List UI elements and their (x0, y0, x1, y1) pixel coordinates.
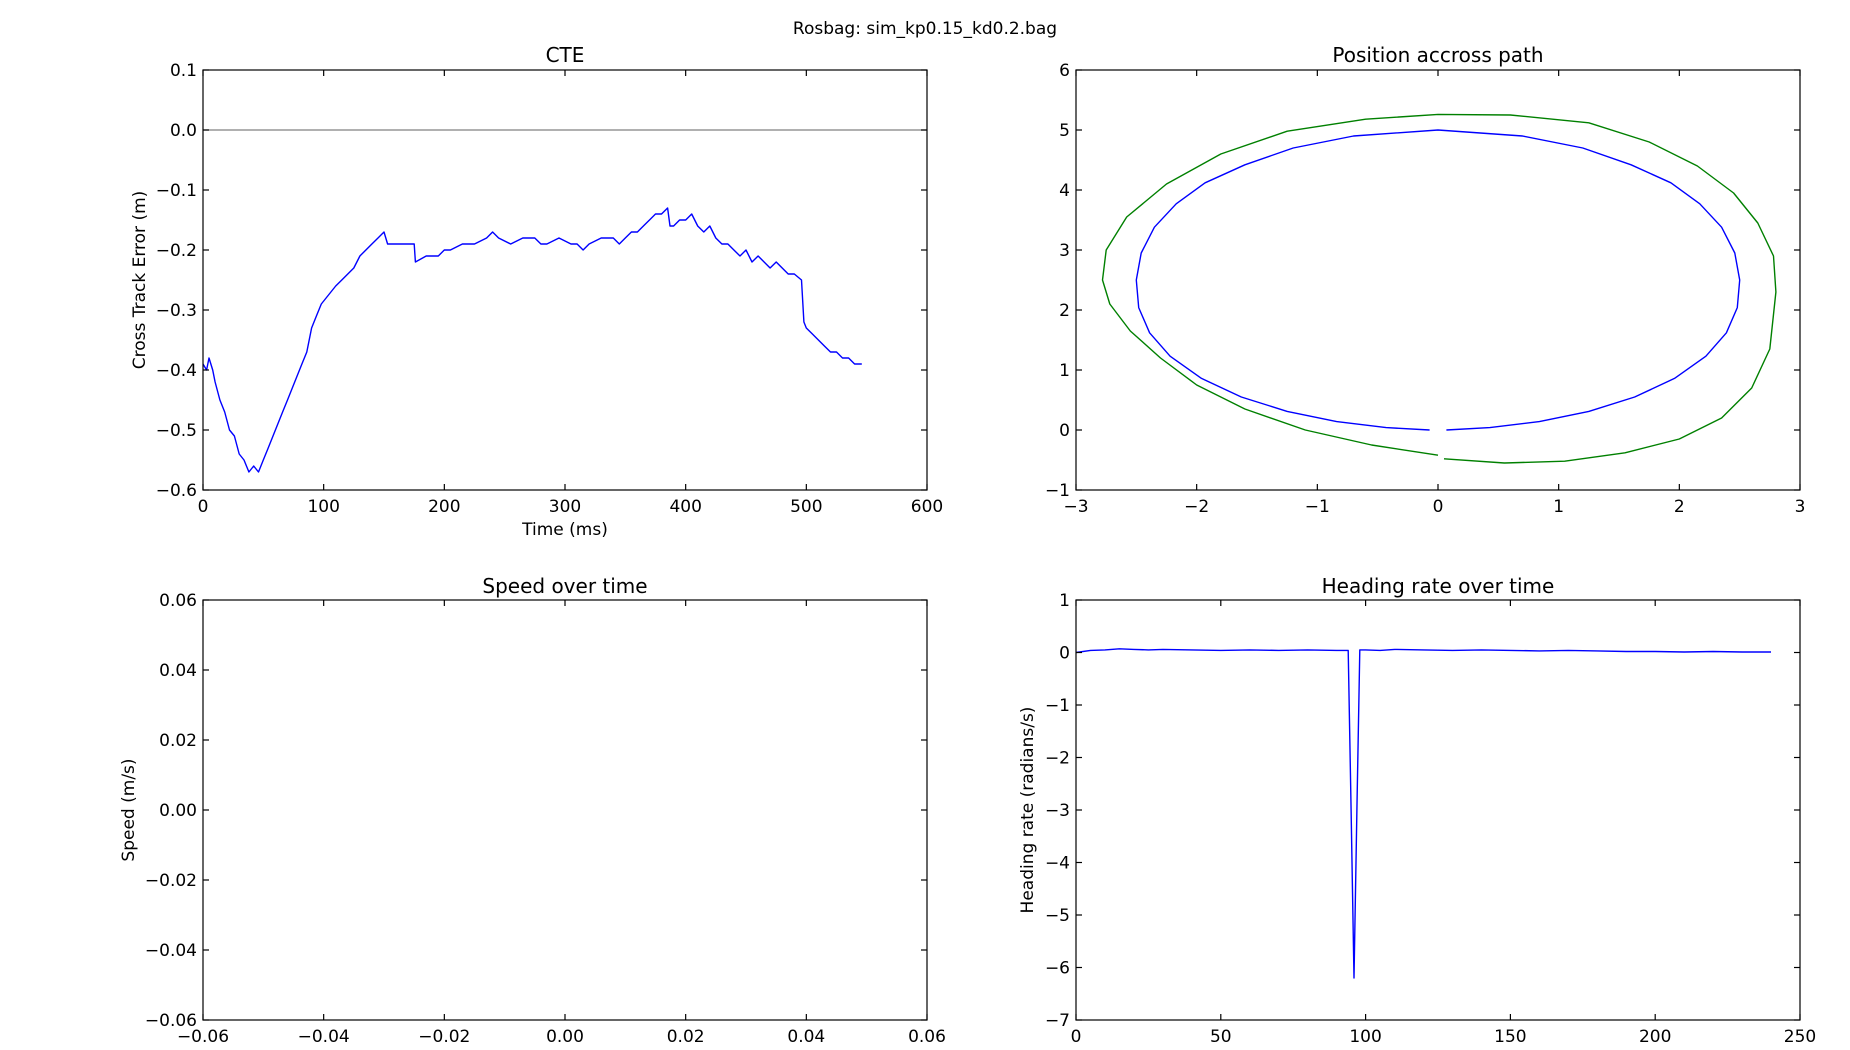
position-ytick-label: 4 (1059, 181, 1070, 201)
cte-ytick-label: −0.6 (156, 481, 197, 501)
cte-xtick-label: 400 (669, 497, 701, 517)
speed-xtick-label: 0.06 (908, 1027, 946, 1047)
speed-panel: Speed over time −0.06 −0.04 −0.02 0.00 0.02 0… (119, 574, 946, 1047)
heading-xtick-label: 50 (1210, 1027, 1232, 1047)
speed-ylabel: Speed (m/s) (119, 758, 139, 861)
speed-xtick-label: −0.06 (177, 1027, 229, 1047)
cte-ytick-label: 0.0 (170, 121, 197, 141)
heading-ytick-label: −6 (1045, 959, 1070, 979)
speed-title: Speed over time (482, 574, 647, 598)
heading-ytick-label: −2 (1045, 749, 1070, 769)
heading-panel: Heading rate over time 0 50 100 150 200 25010… (1018, 574, 1816, 1047)
speed-xtick-label: 0.02 (667, 1027, 705, 1047)
speed-ytick-label: 0.06 (159, 591, 197, 611)
position-ytick-label: −1 (1045, 481, 1070, 501)
cte-line-layer (202, 129, 927, 473)
heading-ticks: 0 50 100 150 200 250 1 0 −1 −2 −3 −4 −5 −6 −7 (1045, 591, 1816, 1047)
heading-xtick-label: 150 (1494, 1027, 1526, 1047)
cte-ytick-label: −0.3 (156, 301, 197, 321)
cte-series-line-0 (202, 207, 862, 473)
position-panel: Position accross path −3 −2 −1 0 1 2 36543210−… (1045, 43, 1805, 517)
heading-ylabel: Heading rate (radians/s) (1018, 707, 1038, 914)
cte-title: CTE (546, 43, 585, 67)
position-axes-frame (1075, 69, 1801, 491)
cte-ylabel: Cross Track Error (m) (130, 191, 150, 370)
speed-ytick-label: 0.00 (159, 801, 197, 821)
heading-title: Heading rate over time (1322, 574, 1555, 598)
position-xtick-label: 3 (1795, 497, 1806, 517)
heading-xtick-label: 0 (1071, 1027, 1082, 1047)
cte-xtick-label: 600 (911, 497, 943, 517)
heading-ytick-label: −3 (1045, 801, 1070, 821)
position-series-line-0 (1135, 129, 1741, 431)
cte-ytick-label: −0.2 (156, 241, 197, 261)
position-ytick-label: 3 (1059, 241, 1070, 261)
cte-xtick-label: 300 (549, 497, 581, 517)
position-ytick-label: 1 (1059, 361, 1070, 381)
speed-xtick-label: −0.02 (418, 1027, 470, 1047)
cte-ticks: 0 100 200 300 400 500 600 0.1 0.0 −0.1 −0.2 −0.3 −0.… (156, 61, 944, 517)
position-xtick-label: 2 (1674, 497, 1685, 517)
cte-xtick-label: 500 (790, 497, 822, 517)
heading-ytick-label: −4 (1045, 854, 1070, 874)
cte-ytick-label: −0.4 (156, 361, 197, 381)
position-xtick-label: 1 (1553, 497, 1564, 517)
speed-axes-frame (202, 599, 928, 1021)
position-xtick-label: −3 (1063, 497, 1088, 517)
heading-series-line-0 (1075, 648, 1771, 979)
heading-line-layer (1075, 648, 1771, 979)
heading-ytick-label: 1 (1059, 591, 1070, 611)
position-xtick-label: −2 (1184, 497, 1209, 517)
heading-xtick-label: 100 (1349, 1027, 1381, 1047)
position-ytick-label: 5 (1059, 121, 1070, 141)
heading-ytick-label: −5 (1045, 906, 1070, 926)
heading-axes-frame (1075, 599, 1801, 1021)
position-ticks: −3 −2 −1 0 1 2 3 6 5 4 3 2 1 0 −1 (1045, 61, 1805, 517)
cte-panel: CTE 0 100 200 300 400 500 600 0.1 0.0 −0.1 −0.2 −0.… (130, 43, 943, 540)
speed-ytick-label: 0.02 (159, 731, 197, 751)
position-series-line-1 (1101, 113, 1777, 464)
speed-ytick-label: −0.02 (145, 871, 197, 891)
heading-ytick-label: −7 (1045, 1011, 1070, 1031)
cte-ytick-label: −0.1 (156, 181, 197, 201)
figure-suptitle: Rosbag: sim_kp0.15_kd0.2.bag (793, 19, 1057, 39)
cte-xtick-label: 200 (428, 497, 460, 517)
speed-xtick-label: 0.04 (787, 1027, 825, 1047)
position-xtick-label: −1 (1305, 497, 1330, 517)
speed-xtick-label: −0.04 (298, 1027, 350, 1047)
heading-xtick-label: 250 (1784, 1027, 1816, 1047)
cte-xtick-label: 100 (307, 497, 339, 517)
cte-ytick-label: 0.1 (170, 61, 197, 81)
cte-xtick-label: 0 (198, 497, 209, 517)
position-ytick-label: 2 (1059, 301, 1070, 321)
cte-ytick-label: −0.5 (156, 421, 197, 441)
position-title: Position accross path (1332, 43, 1543, 67)
position-ytick-label: 6 (1059, 61, 1070, 81)
speed-xtick-label: 0.00 (546, 1027, 584, 1047)
cte-axes-frame (202, 69, 928, 491)
position-xtick-label: 0 (1433, 497, 1444, 517)
heading-ytick-label: −1 (1045, 696, 1070, 716)
position-ytick-label: 0 (1059, 421, 1070, 441)
cte-xlabel: Time (ms) (521, 520, 608, 540)
heading-xtick-label: 200 (1639, 1027, 1671, 1047)
speed-ytick-label: −0.04 (145, 941, 197, 961)
position-line-layer (1101, 113, 1777, 464)
speed-ytick-label: 0.04 (159, 661, 197, 681)
speed-ticks: −0.06 −0.04 −0.02 0.00 0.02 0.04 0.06 0.06 0.04 0… (145, 591, 946, 1047)
heading-ytick-label: 0 (1059, 644, 1070, 664)
speed-ytick-label: −0.06 (145, 1011, 197, 1031)
